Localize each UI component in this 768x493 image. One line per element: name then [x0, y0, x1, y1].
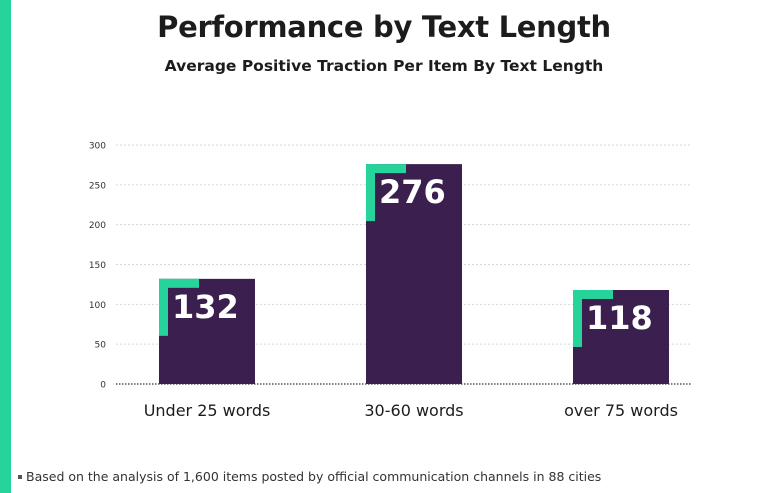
bar-accent [573, 289, 613, 299]
y-tick-label: 250 [89, 181, 106, 191]
data-label: 118 [586, 299, 653, 337]
chart-title: Performance by Text Length [157, 10, 611, 44]
bar-accent [366, 164, 375, 222]
y-tick-label: 150 [89, 261, 106, 271]
side-accent-stripe [0, 0, 11, 493]
x-category-label: over 75 words [564, 401, 678, 420]
x-category-label: 30-60 words [364, 401, 463, 420]
bar-accent [159, 278, 168, 336]
footnote: Based on the analysis of 1,600 items pos… [18, 469, 601, 484]
data-label: 132 [172, 288, 239, 326]
bar [159, 278, 255, 384]
y-tick-label: 200 [89, 221, 106, 231]
bar [366, 164, 462, 384]
data-label: 276 [379, 173, 446, 211]
bar-accent [366, 164, 406, 174]
footnote-bullet [18, 475, 22, 479]
bar-accent [573, 289, 582, 347]
bar-accent [159, 278, 199, 288]
footnote-text: Based on the analysis of 1,600 items pos… [26, 469, 602, 484]
y-tick-label: 300 [89, 142, 106, 152]
x-category-label: Under 25 words [144, 401, 271, 420]
y-tick-label: 0 [100, 381, 106, 391]
y-tick-label: 100 [89, 301, 106, 311]
chart-subtitle: Average Positive Traction Per Item By Te… [164, 57, 604, 75]
y-tick-label: 50 [95, 341, 107, 351]
bar [573, 289, 669, 384]
